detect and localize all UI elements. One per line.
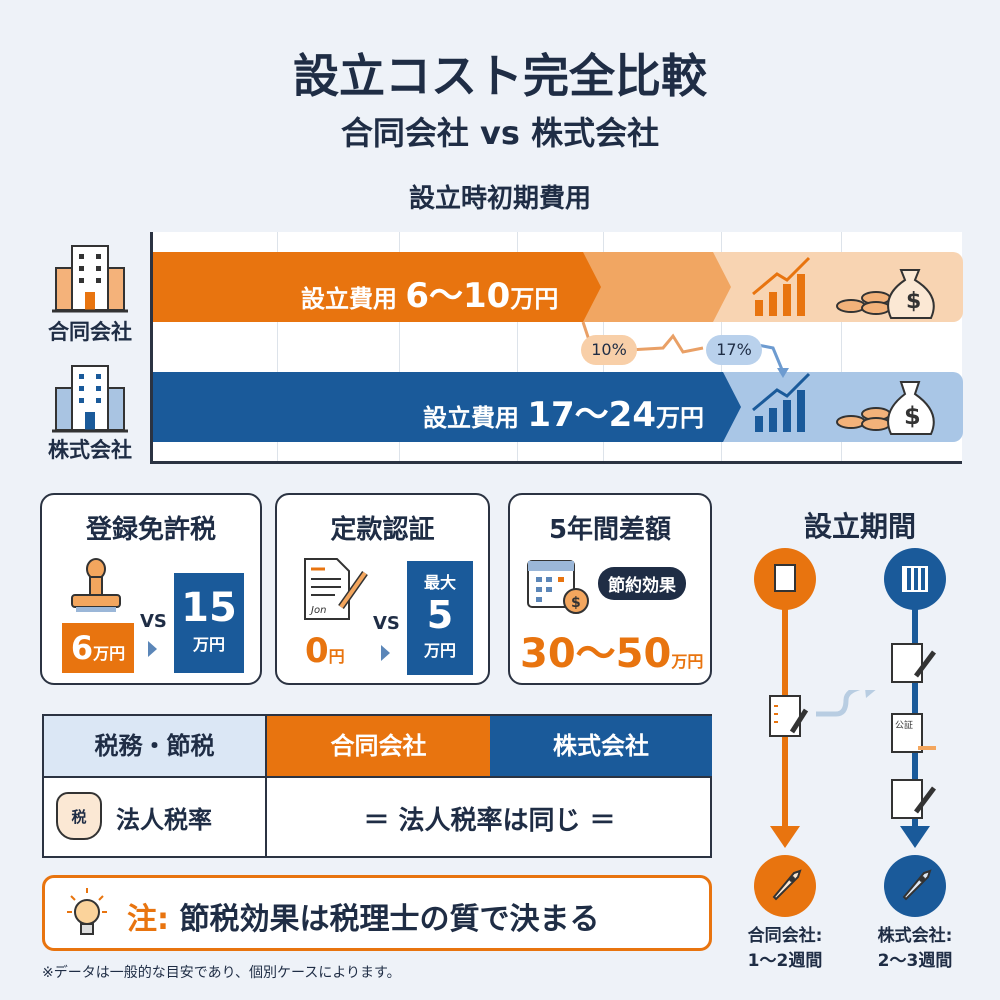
five-year-difference-value: 30〜50万円 — [520, 631, 704, 677]
svg-text:$: $ — [571, 595, 581, 611]
kk-row-label: 株式会社 — [48, 438, 132, 462]
kk-percent-pill: 17% — [706, 335, 762, 365]
card-title: 5年間差額 — [548, 515, 672, 545]
page-title: 設立コスト完全比較 — [293, 49, 707, 103]
llc-rocket-icon — [754, 855, 816, 917]
llc-period: 合同会社: 1〜2週間 — [747, 926, 823, 971]
page-subtitle: 合同会社 vs 株式会社 — [340, 114, 660, 152]
kk-period: 株式会社: 2〜3週間 — [877, 926, 953, 971]
stamp-icon — [71, 558, 121, 612]
office-building-icon — [52, 365, 128, 433]
table-header-tax: 税務・節税 — [44, 716, 267, 776]
table-header-kk: 株式会社 — [490, 716, 712, 776]
tax-comparison-table: 税務・節税 合同会社 株式会社 税 法人税率 ＝ 法人税率は同じ ＝ — [42, 714, 712, 858]
llc-certification-fee: 0円 — [305, 631, 345, 671]
kk-rocket-icon — [884, 855, 946, 917]
lightbulb-icon — [67, 888, 107, 935]
arrow-down-icon — [900, 826, 930, 848]
note-text: 注: 節税効果は税理士の質で決まる — [127, 902, 600, 937]
svg-text:公証: 公証 — [895, 719, 913, 731]
five-year-difference-card: 5年間差額 $ 節約効果 30〜50万円 — [508, 493, 712, 685]
footnote: ※データは一般的な目安であり、個別ケースによります。 — [42, 965, 401, 981]
tax-bag-icon: 税 — [56, 792, 102, 840]
period-title: 設立期間 — [803, 510, 916, 543]
llc-registration-tax: 6万円 — [62, 623, 134, 673]
svg-text:$: $ — [904, 402, 921, 430]
corporate-tax-same: ＝ 法人税率は同じ ＝ — [363, 806, 616, 836]
initial-cost-title: 設立時初期費用 — [408, 184, 591, 214]
vs-label: VS — [140, 611, 167, 632]
kk-cost-bar — [153, 372, 741, 442]
arrow-icon — [148, 641, 157, 657]
signed-document-icon: Jon — [304, 558, 368, 620]
arrow-down-icon — [770, 826, 800, 848]
office-building-icon — [52, 245, 128, 313]
kk-registration-tax: 15 万円 — [174, 573, 244, 673]
llc-cost-bar — [153, 252, 601, 322]
card-title: 登録免許税 — [85, 515, 216, 545]
checklist-icon — [769, 690, 876, 737]
llc-cost-label: 設立費用 6〜10万円 — [301, 276, 559, 316]
arrow-icon — [381, 645, 390, 661]
articles-certification-card: 定款認証 Jon 0円 VS 最大 5 万円 — [275, 493, 490, 685]
calendar-coin-icon: $ — [527, 560, 589, 614]
llc-percent-pill: 10% — [581, 335, 637, 365]
kk-steps-icons: 公証 — [891, 643, 936, 819]
llc-row-label: 合同会社 — [48, 320, 132, 344]
table-header-llc: 合同会社 — [267, 716, 490, 776]
growth-money-icon: $ — [752, 372, 935, 435]
svg-text:$: $ — [906, 289, 921, 314]
note-box: 注: 節税効果は税理士の質で決まる — [42, 875, 712, 951]
initial-cost-chart: 設立費用 6〜10万円 設立費用 17〜24万円 10% 17% $ $ — [150, 232, 963, 464]
svg-text:Jon: Jon — [309, 605, 326, 616]
card-title: 定款認証 — [330, 515, 435, 545]
kk-certification-fee: 最大 5 万円 — [407, 561, 473, 675]
growth-money-icon: $ — [752, 256, 935, 319]
vs-label: VS — [373, 613, 400, 634]
savings-badge: 節約効果 — [598, 567, 686, 600]
llc-start-document-icon — [754, 548, 816, 610]
kk-cost-label: 設立費用 17〜24万円 — [423, 395, 704, 435]
registration-tax-card: 登録免許税 6万円 VS 15 万円 — [40, 493, 262, 685]
kk-start-building-icon — [884, 548, 946, 610]
row-label-corporate-tax: 法人税率 — [116, 806, 212, 834]
